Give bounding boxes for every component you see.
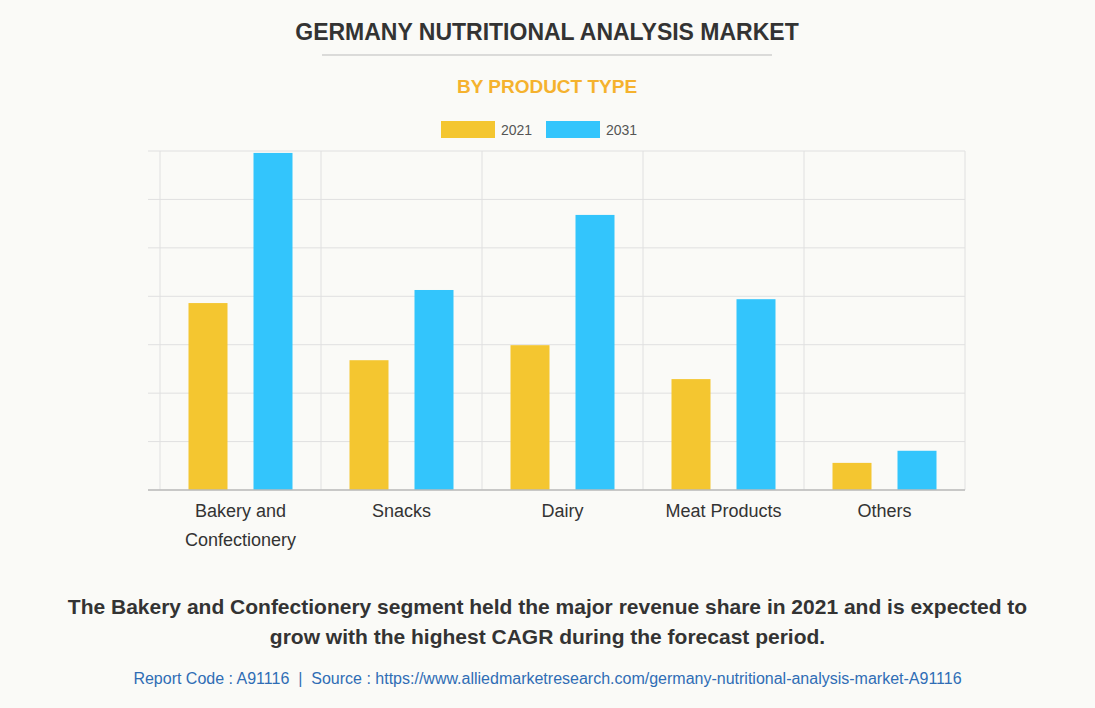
legend-label: 2031 xyxy=(606,122,637,138)
legend-label: 2021 xyxy=(501,122,532,138)
band-separator xyxy=(804,151,805,490)
bars xyxy=(189,153,937,490)
bar xyxy=(833,463,872,490)
x-tick-label: Bakery and Confectionery xyxy=(185,501,296,550)
annotation: The Bakery and Confectionery segment hel… xyxy=(40,592,1055,652)
label-line: Snacks xyxy=(372,501,431,521)
bar xyxy=(189,303,228,490)
bar xyxy=(737,299,776,490)
label-line: Meat Products xyxy=(665,501,781,521)
grid-line xyxy=(148,490,965,491)
bar xyxy=(672,379,711,490)
band-separator xyxy=(643,151,644,490)
label-line: Others xyxy=(857,501,911,521)
label-line: Confectionery xyxy=(185,530,296,550)
x-tick-label: Dairy xyxy=(541,501,583,521)
band-separator xyxy=(321,151,322,490)
bar xyxy=(576,215,615,490)
x-tick-label: Meat Products xyxy=(665,501,781,521)
legend-swatch xyxy=(546,121,600,138)
subtitle: BY PRODUCT TYPE xyxy=(457,76,637,97)
source: Report Code : A91116 | Source : https://… xyxy=(0,670,1095,688)
x-tick-label: Snacks xyxy=(372,501,431,521)
legend: 2021 2031 xyxy=(441,121,637,138)
legend-swatch xyxy=(441,121,495,138)
band-separator xyxy=(160,151,161,490)
bar xyxy=(350,360,389,490)
bar xyxy=(415,290,454,490)
grid-line xyxy=(148,151,965,152)
label-line: Dairy xyxy=(541,501,583,521)
bar xyxy=(898,451,937,490)
bar xyxy=(254,153,293,490)
title: GERMANY NUTRITIONAL ANALYSIS MARKET xyxy=(295,19,798,45)
label-line: Bakery and xyxy=(195,501,286,521)
x-tick-label: Others xyxy=(857,501,911,521)
band-separator xyxy=(965,151,966,490)
bar xyxy=(511,345,550,490)
band-separator xyxy=(482,151,483,490)
x-axis xyxy=(148,489,965,491)
chart: GERMANY NUTRITIONAL ANALYSIS MARKET BY PR… xyxy=(0,0,1095,590)
title-rule xyxy=(322,55,772,56)
